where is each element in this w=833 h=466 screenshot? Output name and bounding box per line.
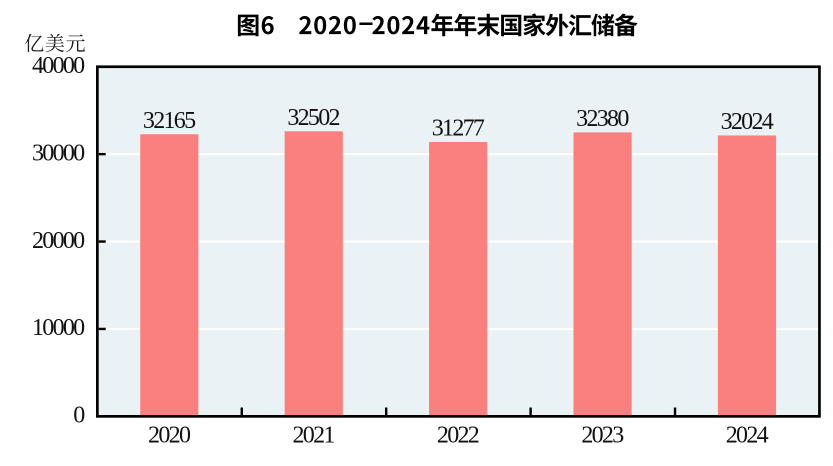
svg-text:2020: 2020 bbox=[148, 422, 191, 448]
svg-text:32502: 32502 bbox=[287, 105, 339, 131]
svg-text:10000: 10000 bbox=[32, 315, 85, 341]
svg-text:20000: 20000 bbox=[32, 228, 85, 254]
svg-text:30000: 30000 bbox=[32, 140, 85, 166]
svg-text:32165: 32165 bbox=[143, 108, 196, 134]
svg-text:31277: 31277 bbox=[432, 116, 485, 142]
svg-text:2021: 2021 bbox=[292, 422, 334, 448]
svg-text:40000: 40000 bbox=[32, 53, 85, 79]
svg-text:2024: 2024 bbox=[726, 422, 769, 448]
svg-text:2023: 2023 bbox=[581, 422, 624, 448]
svg-text:0: 0 bbox=[73, 403, 85, 429]
svg-text:32380: 32380 bbox=[576, 106, 629, 132]
svg-text:32024: 32024 bbox=[721, 109, 774, 135]
svg-text:2022: 2022 bbox=[437, 422, 479, 448]
